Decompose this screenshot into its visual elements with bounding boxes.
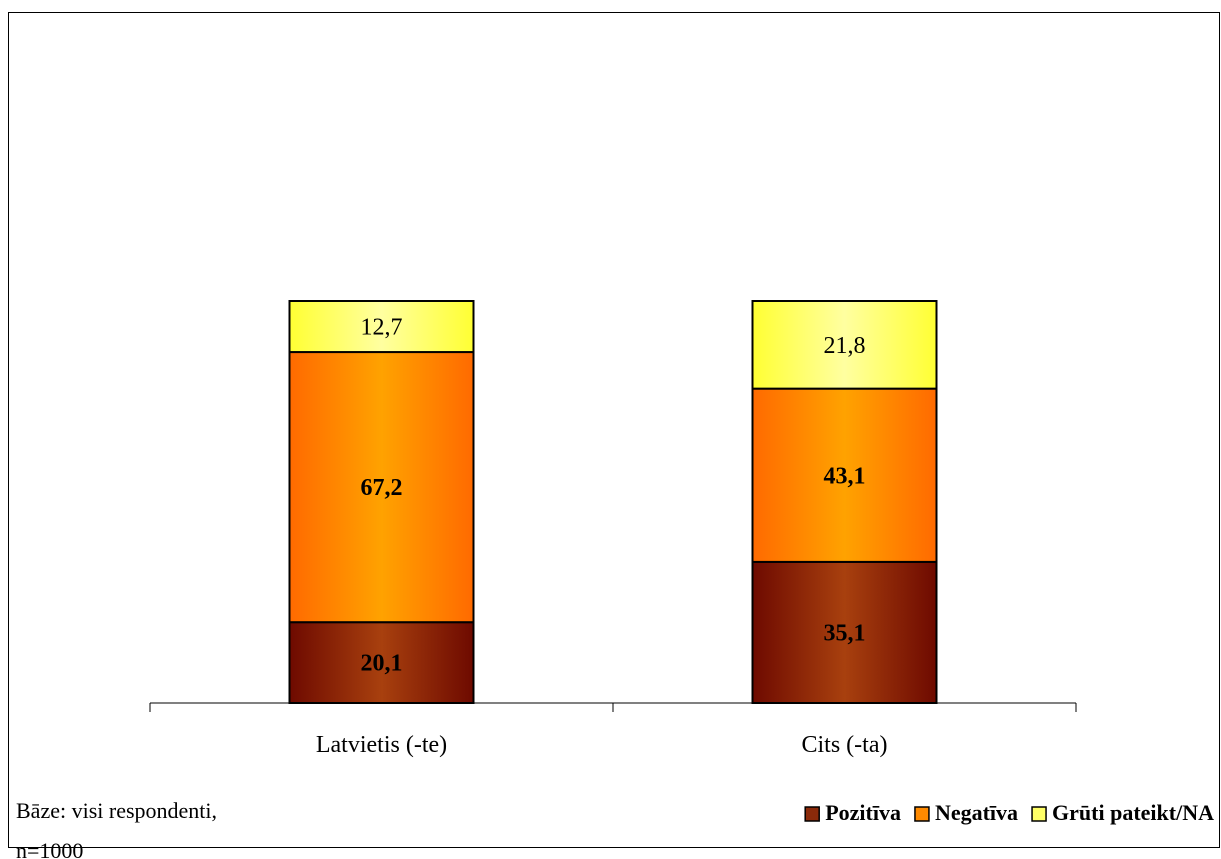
bar-segment	[751, 560, 938, 705]
bar-segment	[288, 300, 475, 354]
data-label: 35,1	[824, 620, 866, 646]
bar-segment	[751, 387, 938, 563]
x-axis	[149, 702, 1077, 712]
bars-layer	[288, 300, 938, 705]
bar-segment	[751, 300, 938, 390]
legend-label: Pozitīva	[825, 800, 901, 825]
data-label: 20,1	[361, 651, 403, 677]
data-label: 67,2	[361, 475, 403, 501]
legend: Pozitīva Negatīva Grūti pateikt/NA	[804, 800, 1214, 825]
data-label: 43,1	[824, 463, 866, 489]
data-label: 12,7	[361, 315, 403, 341]
base-note-line2: n=1000	[16, 838, 83, 859]
bar-segment	[288, 621, 475, 704]
chart-border	[8, 12, 1220, 848]
x-tick-label: Latvietis (-te)	[316, 732, 447, 758]
legend-label: Negatīva	[935, 800, 1018, 825]
legend-label: Grūti pateikt/NA	[1052, 800, 1214, 825]
x-tick-label: Cits (-ta)	[802, 732, 888, 758]
labels-layer: 20,1 67,2 12,7 Latvietis (-te) 35,1 43,1 21,8 C…	[316, 315, 888, 758]
bar-segment	[288, 351, 475, 624]
legend-swatch	[914, 806, 930, 822]
base-note-line1: Bāze: visi respondenti,	[16, 798, 217, 823]
data-label: 21,8	[824, 333, 866, 359]
legend-swatch	[804, 806, 820, 822]
legend-swatch	[1031, 806, 1047, 822]
